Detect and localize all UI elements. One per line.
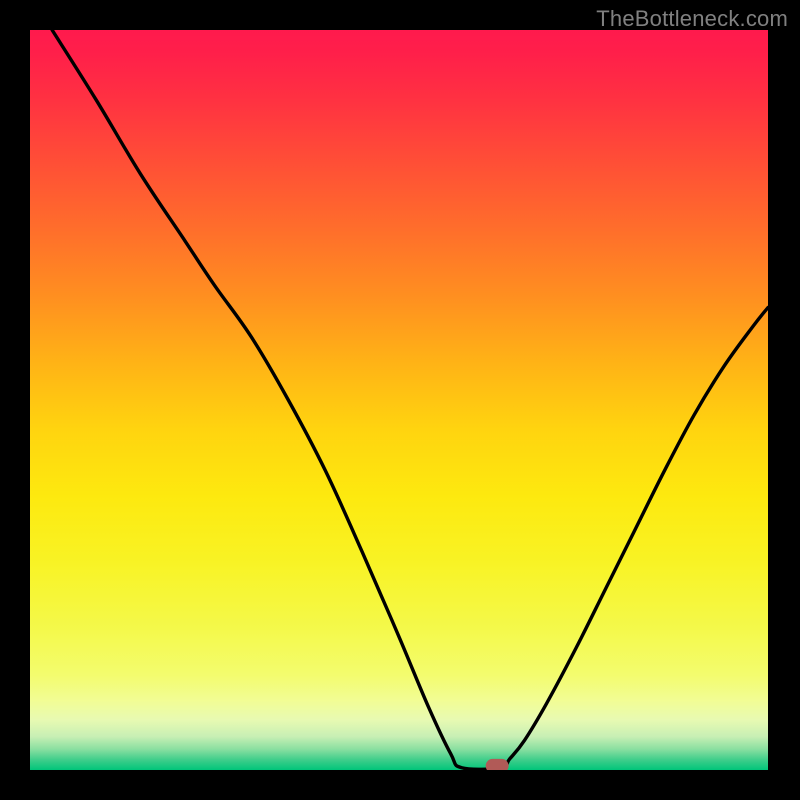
chart-svg [30, 30, 768, 770]
chart-background [30, 30, 768, 770]
chart-plot-area [30, 30, 768, 770]
watermark-text: TheBottleneck.com [596, 6, 788, 32]
current-config-marker [486, 759, 509, 770]
